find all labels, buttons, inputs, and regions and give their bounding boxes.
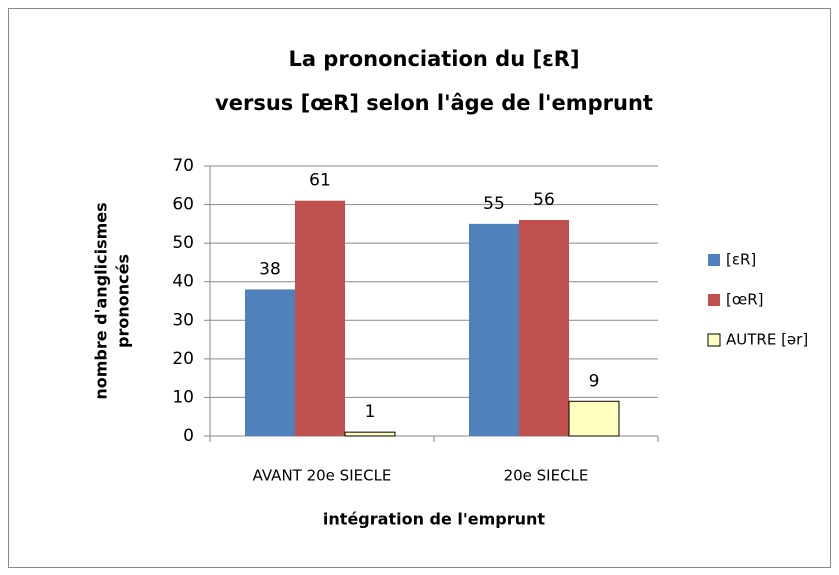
y-axis-title: prononcés — [114, 254, 133, 348]
x-tick-label: AVANT 20e SIECLE — [253, 467, 392, 485]
legend-swatch — [708, 254, 720, 266]
data-label: 1 — [365, 402, 376, 422]
chart-border — [8, 8, 831, 568]
bar — [295, 200, 345, 436]
data-label: 55 — [483, 194, 505, 214]
y-tick-label: 50 — [172, 233, 194, 253]
y-tick-label: 30 — [172, 310, 194, 330]
bar — [469, 223, 519, 436]
data-label: 61 — [309, 171, 331, 191]
y-tick-label: 20 — [172, 349, 194, 369]
legend-swatch — [708, 294, 720, 306]
y-tick-label: 0 — [183, 426, 194, 446]
y-tick-label: 40 — [172, 272, 194, 292]
data-label: 9 — [589, 371, 600, 391]
data-label: 38 — [259, 259, 281, 279]
y-tick-label: 60 — [172, 195, 194, 215]
x-tick-label: 20e SIECLE — [504, 467, 589, 485]
legend-label: [œR] — [726, 291, 763, 309]
chart-title: La prononciation du [ɛR] — [288, 47, 579, 71]
bar — [568, 400, 620, 437]
chart-title: versus [œR] selon l'âge de l'emprunt — [215, 91, 653, 115]
y-axis-title: nombre d'anglicismes — [92, 202, 111, 399]
legend-swatch — [707, 333, 721, 347]
data-label: 56 — [533, 190, 555, 210]
legend-label: AUTRE [ər] — [726, 331, 808, 349]
x-axis-title: intégration de l'emprunt — [323, 510, 546, 529]
y-tick-label: 70 — [172, 156, 194, 176]
bar — [245, 289, 295, 436]
bar — [344, 431, 396, 437]
y-tick-label: 10 — [172, 387, 194, 407]
bar — [519, 220, 569, 436]
legend-label: [ɛR] — [726, 251, 756, 269]
